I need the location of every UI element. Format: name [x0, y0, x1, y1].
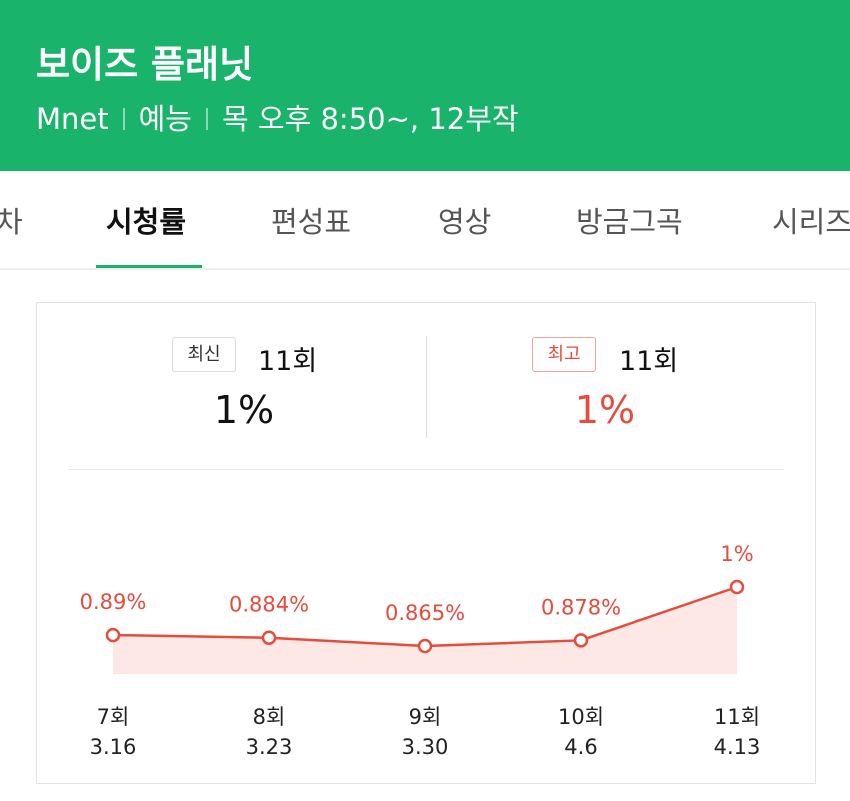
badge: 최신 — [172, 337, 236, 372]
point — [105, 627, 121, 643]
point — [261, 630, 277, 645]
date-label: 4.13 — [714, 735, 761, 759]
value-label: 0.89% — [80, 590, 147, 614]
rating-card: 최신 11회 1% 최고 11회 1% — [36, 302, 816, 784]
point — [573, 633, 589, 648]
genre: 예능 — [138, 102, 192, 136]
tab[interactable]: 편성표 — [271, 205, 352, 239]
episode: 11회 — [258, 346, 318, 377]
rating: 1% — [213, 388, 275, 432]
value-label: 0.884% — [229, 593, 309, 617]
point — [729, 579, 745, 595]
value-label: 0.865% — [385, 601, 465, 625]
separator — [206, 108, 208, 130]
date-label: 3.30 — [402, 735, 449, 759]
point — [417, 638, 433, 654]
schedule: 목 오후 8:50~, 12부작 — [222, 102, 519, 136]
tab[interactable]: 방금그곡 — [576, 205, 683, 239]
badge: 최고 — [532, 337, 596, 372]
header: 보이즈 플래닛 Mnet 예능 목 오후 8:50~, 12부작 — [0, 0, 850, 171]
tab-bar: 차 시청률 편성표 영상 방금그곡 시리즈 — [0, 171, 850, 270]
x-tick-label: 8회 — [253, 705, 286, 729]
tab[interactable]: 시리즈 — [772, 205, 850, 239]
tab[interactable]: 시청률 — [106, 205, 187, 239]
title: 보이즈 플래닛 — [36, 43, 254, 86]
channel[interactable]: Mnet — [36, 102, 109, 136]
divider — [426, 336, 427, 438]
x-tick-label: 7회 — [97, 705, 130, 729]
tab[interactable]: 차 — [0, 199, 23, 241]
x-tick-label: 11회 — [714, 705, 760, 729]
x-tick-label: 9회 — [409, 705, 442, 729]
episode: 11회 — [619, 346, 679, 377]
area — [113, 587, 737, 674]
value-label: 1% — [720, 542, 753, 566]
active-underline — [96, 265, 202, 268]
rating: 1% — [574, 388, 636, 432]
tab[interactable]: 영상 — [438, 205, 492, 239]
separator — [122, 108, 125, 130]
date-label: 3.23 — [246, 735, 293, 759]
x-tick-label: 10회 — [558, 705, 604, 729]
date-label: 4.6 — [564, 735, 597, 759]
date-label: 3.16 — [90, 735, 137, 759]
divider — [68, 469, 784, 470]
value-label: 0.878% — [541, 595, 621, 619]
subtitle: Mnet 예능 목 오후 8:50~, 12부작 — [36, 96, 519, 138]
